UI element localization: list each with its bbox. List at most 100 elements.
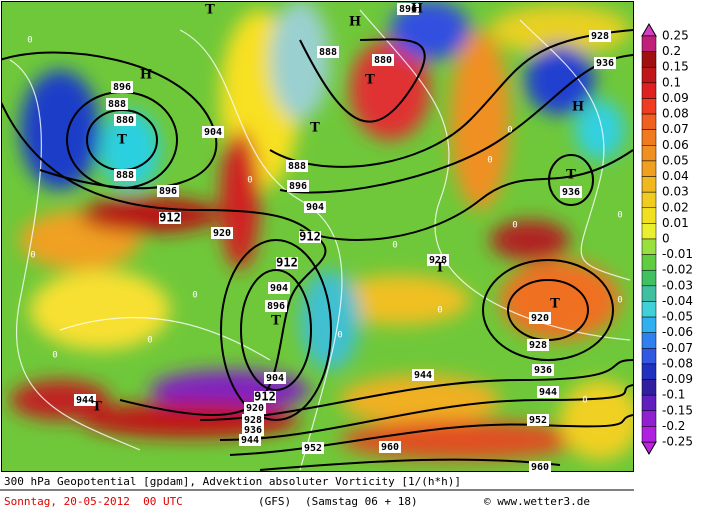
colorbar-label: -0.04 xyxy=(662,294,693,308)
contour-label-bg xyxy=(287,180,309,192)
pressure-center: T xyxy=(550,297,560,312)
contour-label-bg xyxy=(239,434,261,446)
contour-label-bg xyxy=(244,402,266,414)
colorbar-swatch xyxy=(641,332,657,349)
contour-label: 912 xyxy=(254,390,276,404)
contour-label-bg xyxy=(427,254,449,266)
contour-label: 952 xyxy=(529,415,547,426)
contour-label-bg xyxy=(276,257,298,269)
contour-label: 936 xyxy=(244,425,262,436)
contour-label: 920 xyxy=(531,313,549,324)
contour-label: 944 xyxy=(241,435,259,446)
colorbar-swatch xyxy=(641,129,657,146)
pressure-center: T xyxy=(205,3,215,18)
contour-label-bg xyxy=(527,414,549,426)
colorbar-swatch xyxy=(641,207,657,224)
colorbar-swatch xyxy=(641,145,657,162)
contour-label: 944 xyxy=(539,387,557,398)
colorbar-label: -0.08 xyxy=(662,356,693,370)
colorbar-label: -0.25 xyxy=(662,435,693,449)
contour-label-bg xyxy=(242,414,264,426)
colorbar-label: 0.06 xyxy=(662,138,689,152)
pressure-center: T xyxy=(92,400,102,415)
colorbar-swatch xyxy=(641,316,657,333)
colorbar-swatch xyxy=(641,113,657,130)
contour-label: 912 xyxy=(299,230,321,244)
colorbar-label: -0.09 xyxy=(662,372,693,386)
map-frame xyxy=(1,1,634,472)
pressure-center: H xyxy=(572,100,584,115)
contour-label-bg xyxy=(159,212,181,224)
colorbar-swatch xyxy=(641,426,657,443)
contour-label: 936 xyxy=(534,365,552,376)
contour-label: 920 xyxy=(246,403,264,414)
contour-label-bg xyxy=(302,442,324,454)
footer-credit: © www.wetter3.de xyxy=(484,495,590,508)
contour-label: 888 xyxy=(319,47,337,58)
contour-label-bg xyxy=(242,424,264,436)
contour-label: 936 xyxy=(596,58,614,69)
contour-label-bg xyxy=(532,364,554,376)
colorbar-swatch xyxy=(641,35,657,52)
contour-label: 896 xyxy=(289,181,307,192)
colorbar-label: 0.05 xyxy=(662,153,689,167)
contour-label-bg xyxy=(304,201,326,213)
pressure-center: T xyxy=(566,168,576,183)
colorbar-label: 0.2 xyxy=(662,44,681,58)
zero-label: 0 xyxy=(507,126,512,136)
colorbar-label: 0.04 xyxy=(662,169,689,183)
colorbar-label: -0.06 xyxy=(662,325,693,339)
zero-label: 0 xyxy=(337,331,342,341)
colorbar-label: -0.01 xyxy=(662,247,693,261)
colorbar-label: -0.07 xyxy=(662,341,693,355)
zero-label: 0 xyxy=(617,211,622,221)
colorbar-label: -0.02 xyxy=(662,263,693,277)
pressure-center: H xyxy=(411,2,423,17)
contour-label-bg xyxy=(379,441,401,453)
contour-label-bg xyxy=(114,114,136,126)
colorbar-label: 0.08 xyxy=(662,107,689,121)
contour-label-bg xyxy=(529,312,551,324)
colorbar-label: -0.15 xyxy=(662,403,693,417)
colorbar-label: 0.15 xyxy=(662,60,689,74)
colorbar-swatch xyxy=(641,51,657,68)
zero-label: 0 xyxy=(582,396,587,406)
zero-label: 0 xyxy=(52,351,57,361)
colorbar-swatch xyxy=(641,285,657,302)
contour-label-bg xyxy=(317,46,339,58)
pressure-center: T xyxy=(271,314,281,329)
contour-label: 928 xyxy=(244,415,262,426)
footer-run: (Samstag 06 + 18) xyxy=(305,495,418,508)
contour-label-bg xyxy=(202,126,224,138)
contour-label-bg xyxy=(527,339,549,351)
colorbar-label: 0.01 xyxy=(662,216,689,230)
contour-label-bg xyxy=(211,227,233,239)
contour-label-bg xyxy=(594,57,616,69)
geopotential-contours xyxy=(2,29,633,471)
colorbar-label: 0.09 xyxy=(662,91,689,105)
contour-label: 896 xyxy=(399,4,417,15)
pressure-center: T xyxy=(117,133,127,148)
pressure-center: T xyxy=(310,121,320,136)
contour-label: 880 xyxy=(116,115,134,126)
contour-label: 904 xyxy=(204,127,222,138)
colorbar-label: -0.2 xyxy=(662,419,685,433)
contour-label: 912 xyxy=(276,256,298,270)
contour-label: 896 xyxy=(113,82,131,93)
colorbar-swatch xyxy=(641,176,657,193)
colorbar-swatch xyxy=(641,238,657,255)
contour-label: 904 xyxy=(270,283,288,294)
colorbar-swatch xyxy=(641,66,657,84)
colorbar-label: 0.07 xyxy=(662,122,689,136)
contour-label-bg xyxy=(264,372,286,384)
pressure-center: T xyxy=(435,261,445,276)
contour-label: 904 xyxy=(306,202,324,213)
colorbar-swatch xyxy=(641,82,657,99)
contour-label: 896 xyxy=(267,301,285,312)
pressure-center: H xyxy=(349,15,361,30)
contour-label-bg xyxy=(299,231,321,243)
colorbar-label: 0.1 xyxy=(662,75,681,89)
zero-label: 0 xyxy=(487,156,492,166)
colorbar-label: 0.25 xyxy=(662,29,689,43)
